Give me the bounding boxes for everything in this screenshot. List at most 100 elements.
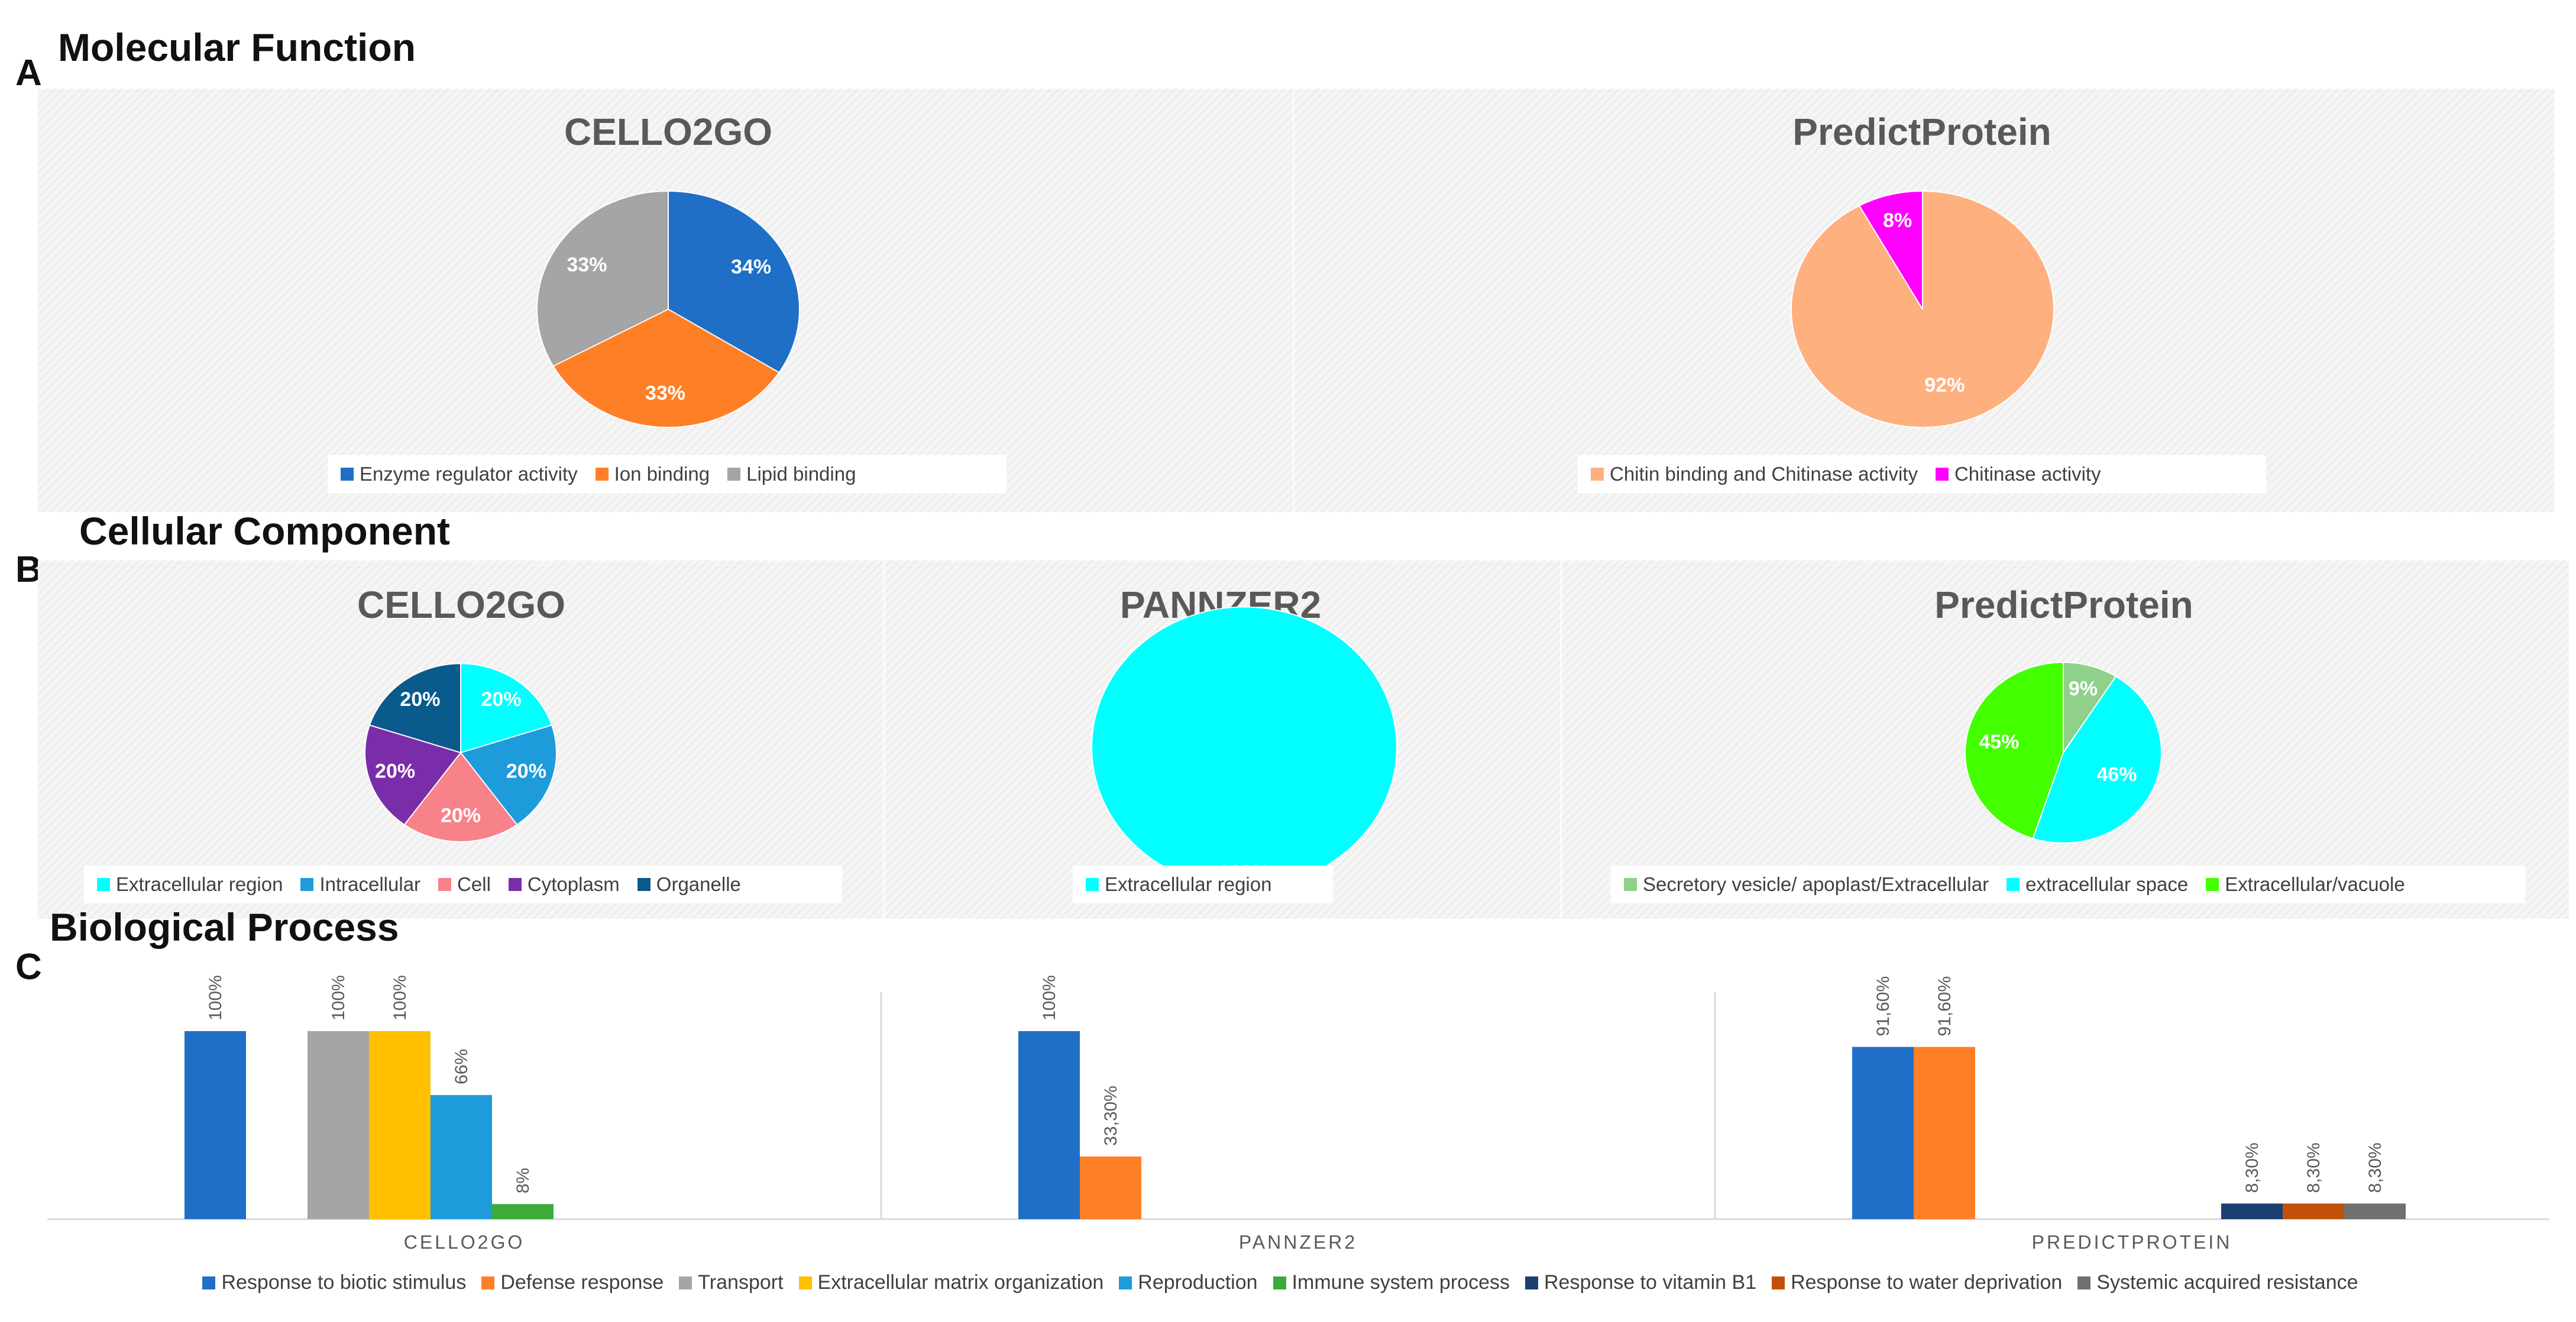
bar-label-predictprotein-response-to-water-deprivation: 8,30%	[2304, 1143, 2323, 1193]
legend-item-intracellular: Intracellular	[300, 873, 420, 896]
legend-label: Chitin binding and Chitinase activity	[1610, 463, 1918, 485]
legend-swatch	[637, 878, 651, 891]
mf-predictprotein-title: PredictProtein	[1792, 111, 2051, 153]
legend-swatch	[2007, 878, 2020, 891]
pie-label-intracellular: 20%	[506, 760, 546, 783]
legend-label: Extracellular region	[1105, 873, 1272, 895]
bar-label-cello2go-transport: 100%	[329, 975, 348, 1020]
bar-label-cello2go-immune-system-process: 8%	[513, 1168, 533, 1193]
legend-swatch	[300, 878, 314, 891]
bar-predictprotein-response-to-water-deprivation	[2283, 1203, 2344, 1219]
legend-swatch	[341, 468, 354, 481]
cc-pannzer2-pie: 100%	[1091, 606, 1397, 889]
legend-label: Systemic acquired resistance	[2096, 1271, 2358, 1294]
legend-label: Extracellular region	[116, 873, 283, 895]
legend-swatch	[1086, 878, 1099, 891]
legend-item-organelle: Organelle	[637, 873, 741, 896]
legend-label: Extracellular/vacuole	[2225, 873, 2405, 895]
pie-label-chitinase-activity: 8%	[1883, 209, 1912, 232]
bar-cello2go-extracellular-matrix-organization	[369, 1031, 431, 1219]
legend-item-extracellular-matrix-organization: Extracellular matrix organization	[798, 1271, 1104, 1294]
pie-label-extracellular-vacuole: 45%	[1979, 731, 2019, 753]
pie-slice-lipid-binding	[536, 190, 669, 367]
mf-cello2go-pie: 34% 33% 33%	[536, 190, 800, 428]
legend-item-cytoplasm: Cytoplasm	[508, 873, 620, 896]
legend-label: extracellular space	[2025, 873, 2189, 895]
section-b-title: Cellular Component	[79, 509, 451, 553]
legend-item-defense-response: Defense response	[481, 1271, 664, 1294]
bar-label-cello2go-response-to-biotic-stimulus: 100%	[206, 975, 225, 1020]
cc-pannzer2-clip: PANNZER2 100%	[884, 560, 1558, 919]
bar-label-pannzer2-response-to-biotic-stimulus: 100%	[1040, 975, 1059, 1020]
pie-slice-cell	[403, 751, 518, 843]
bp-bar-chart: 100% 100% 100% 66% 8% CELLO2GO 100% 33,30% PANNZ…	[47, 975, 2549, 1253]
bar-label-predictprotein-response-to-biotic-stimulus: 91,60%	[1873, 976, 1893, 1036]
section-c-title: Biological Process	[50, 905, 399, 949]
molecular-function-panel	[38, 89, 2555, 512]
pie-label-ion-binding: 33%	[645, 382, 685, 404]
bar-label-predictprotein-systemic-acquired-resistance: 8,30%	[2365, 1143, 2385, 1193]
legend-label: Transport	[698, 1271, 784, 1294]
section-c-letter: C	[15, 947, 42, 987]
legend-swatch	[1772, 1276, 1785, 1289]
legend-label: Cytoplasm	[527, 873, 620, 895]
legend-label: Ion binding	[614, 463, 710, 485]
legend-label: Extracellular matrix organization	[817, 1271, 1104, 1294]
legend-swatch	[595, 468, 609, 481]
legend-item-extracellular-region: Extracellular region	[97, 873, 283, 896]
legend-swatch	[508, 878, 522, 891]
cc-cello2go-pie: 20% 20% 20% 20% 20%	[364, 663, 557, 843]
legend-item-extracellular-region: Extracellular region	[1086, 873, 1271, 896]
legend-swatch	[679, 1276, 692, 1289]
legend-label: Reproduction	[1138, 1271, 1258, 1294]
legend-swatch	[2077, 1276, 2091, 1289]
pie-slice-enzyme-regulator-activity	[668, 190, 800, 374]
legend-item-extracellular-vacuole: Extracellular/vacuole	[2206, 873, 2405, 896]
pie-slice-intracellular	[459, 724, 557, 826]
legend-label: Immune system process	[1292, 1271, 1510, 1294]
category-label-cello2go: CELLO2GO	[404, 1232, 525, 1253]
bar-cello2go-transport	[308, 1031, 369, 1219]
pie-slice-extracellular-region	[1091, 606, 1397, 889]
bar-predictprotein-defense-response	[1914, 1046, 1975, 1219]
pie-slice-extracellular-space	[2032, 675, 2162, 844]
bar-pannzer2-defense-response	[1080, 1156, 1141, 1219]
legend-label: Intracellular	[319, 873, 421, 895]
legend-item-enzyme-regulator-activity: Enzyme regulator activity	[341, 463, 578, 485]
legend-item-reproduction: Reproduction	[1119, 1271, 1258, 1294]
legend-item-ion-binding: Ion binding	[595, 463, 710, 485]
legend-swatch	[1935, 468, 1949, 481]
mf-predictprotein-pie: 92% 8%	[1791, 190, 2054, 428]
legend-swatch	[1525, 1276, 1538, 1289]
legend-label: Defense response	[500, 1271, 664, 1294]
bar-predictprotein-systemic-acquired-resistance	[2344, 1203, 2406, 1219]
pie-slice-chitinase-activity	[1858, 190, 1923, 310]
legend-swatch	[97, 878, 110, 891]
legend-label: Secretory vesicle/ apoplast/Extracellula…	[1643, 873, 1989, 895]
pie-slice-extracellular-region	[460, 663, 553, 754]
bar-pannzer2-response-to-biotic-stimulus	[1018, 1031, 1080, 1219]
legend-item-lipid-binding: Lipid binding	[727, 463, 856, 485]
pie-label-enzyme-regulator-activity: 34%	[731, 256, 771, 278]
mf-cello2go-title: CELLO2GO	[564, 111, 773, 153]
legend-swatch	[1273, 1276, 1286, 1289]
section-a-letter: A	[15, 53, 42, 93]
legend-label: Chitinase activity	[1954, 463, 2101, 485]
legend-item-immune-system-process: Immune system process	[1273, 1271, 1510, 1294]
pie-label-chitin-binding-and-chitinase-activity: 92%	[1924, 374, 1965, 397]
cc-predictprotein-title: PredictProtein	[1934, 584, 2193, 626]
legend-swatch	[727, 468, 741, 481]
bar-cello2go-immune-system-process	[492, 1204, 554, 1219]
pie-label-secretory-vesicle-apoplast-extracellular: 9%	[2069, 678, 2098, 700]
bar-cello2go-reproduction	[431, 1095, 492, 1219]
bar-label-cello2go-extracellular-matrix-organization: 100%	[390, 975, 410, 1020]
legend-item-systemic-acquired-resistance: Systemic acquired resistance	[2077, 1271, 2358, 1294]
legend-item-transport: Transport	[679, 1271, 784, 1294]
cc-predictprotein-pie: 9% 46% 45%	[1965, 662, 2162, 844]
bar-label-predictprotein-defense-response: 91,60%	[1935, 976, 1954, 1036]
legend-label: Response to biotic stimulus	[221, 1271, 467, 1294]
legend-item-response-to-water-deprivation: Response to water deprivation	[1772, 1271, 2062, 1294]
legend-item-secretory-vesicle-apoplast-extracellular: Secretory vesicle/ apoplast/Extracellula…	[1624, 873, 1989, 896]
legend-label: Cell	[457, 873, 491, 895]
section-a-title: Molecular Function	[58, 25, 416, 69]
